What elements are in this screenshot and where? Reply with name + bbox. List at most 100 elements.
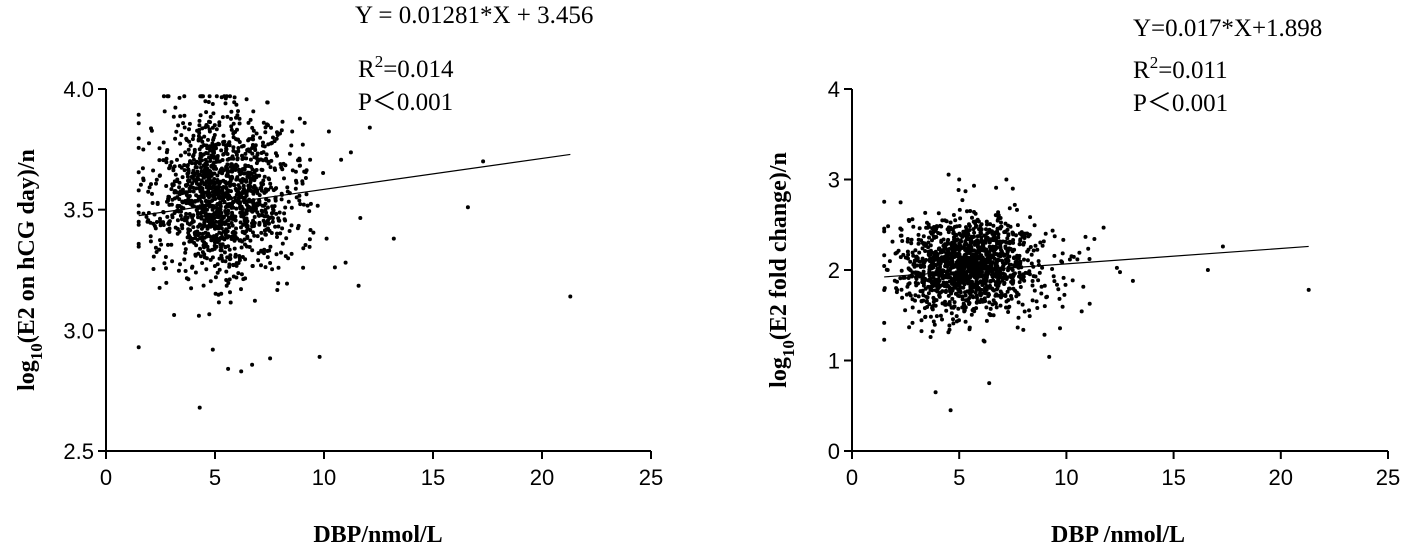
data-point bbox=[204, 179, 209, 184]
data-point bbox=[924, 294, 929, 299]
data-point bbox=[973, 290, 978, 295]
data-point bbox=[936, 277, 941, 282]
data-point bbox=[948, 252, 953, 257]
data-point bbox=[224, 210, 228, 215]
data-point bbox=[153, 245, 158, 250]
data-point bbox=[184, 136, 189, 141]
data-point bbox=[237, 121, 242, 126]
data-point bbox=[221, 152, 226, 156]
data-point bbox=[167, 220, 172, 224]
data-point bbox=[906, 218, 911, 222]
data-point bbox=[247, 175, 252, 180]
data-point bbox=[921, 260, 926, 265]
data-point bbox=[280, 241, 285, 246]
data-point bbox=[955, 264, 960, 269]
data-point bbox=[212, 166, 216, 170]
data-point bbox=[191, 225, 196, 230]
data-point bbox=[955, 237, 960, 242]
data-point bbox=[985, 235, 990, 240]
y-tick-label: 0 bbox=[828, 439, 840, 464]
data-point bbox=[984, 274, 989, 278]
data-point bbox=[187, 233, 191, 238]
data-point bbox=[147, 141, 151, 146]
data-point bbox=[287, 229, 292, 233]
data-point bbox=[212, 246, 217, 251]
data-point bbox=[222, 250, 227, 255]
data-point bbox=[183, 150, 188, 155]
data-point bbox=[244, 211, 249, 216]
data-point bbox=[302, 169, 307, 174]
data-point bbox=[164, 280, 169, 285]
data-point bbox=[910, 217, 915, 222]
data-point bbox=[225, 157, 230, 162]
data-point bbox=[272, 166, 277, 171]
data-point bbox=[936, 266, 941, 271]
data-point bbox=[191, 157, 196, 162]
data-point bbox=[187, 222, 192, 227]
data-point bbox=[231, 148, 236, 153]
data-point bbox=[1057, 296, 1062, 301]
data-point bbox=[1004, 277, 1009, 281]
data-point bbox=[964, 227, 969, 232]
data-point bbox=[240, 255, 245, 259]
chart-e2-on-hcg-day: 0 5 10 15 20 25 2.5 3.0 3.5 4.0 DBP/nmol/L log10… bbox=[14, 2, 663, 547]
data-point bbox=[239, 170, 244, 175]
data-point bbox=[917, 226, 922, 231]
data-point bbox=[957, 271, 962, 276]
data-point bbox=[215, 240, 220, 244]
data-point bbox=[228, 290, 232, 295]
data-point bbox=[226, 215, 231, 220]
data-point bbox=[991, 278, 996, 283]
data-point bbox=[182, 218, 187, 223]
data-point bbox=[206, 224, 210, 229]
data-point bbox=[919, 329, 924, 334]
data-point bbox=[1059, 259, 1064, 264]
data-point bbox=[173, 105, 178, 110]
data-point bbox=[269, 211, 274, 216]
data-point bbox=[181, 121, 186, 126]
data-point bbox=[224, 146, 229, 151]
data-point bbox=[199, 216, 204, 221]
data-point bbox=[934, 280, 939, 285]
data-point bbox=[257, 157, 262, 162]
regression-line bbox=[138, 153, 571, 217]
data-point bbox=[991, 223, 996, 228]
data-point bbox=[963, 241, 968, 246]
data-point bbox=[913, 275, 918, 280]
data-point bbox=[898, 276, 903, 281]
data-point bbox=[227, 262, 232, 267]
data-point bbox=[158, 223, 163, 228]
data-point bbox=[952, 304, 956, 309]
data-point bbox=[882, 226, 887, 231]
data-point bbox=[274, 252, 279, 257]
data-point bbox=[254, 131, 259, 136]
data-point bbox=[165, 214, 170, 219]
data-point bbox=[972, 309, 977, 314]
data-point bbox=[1052, 253, 1057, 258]
data-point bbox=[998, 273, 1003, 278]
data-point bbox=[324, 236, 329, 241]
data-point bbox=[167, 166, 172, 171]
data-point bbox=[265, 100, 270, 105]
data-point bbox=[157, 158, 162, 163]
data-point bbox=[1022, 257, 1026, 262]
data-point bbox=[932, 322, 937, 327]
data-point bbox=[1038, 240, 1043, 245]
data-point bbox=[200, 250, 205, 255]
data-point bbox=[1220, 244, 1225, 249]
data-point bbox=[263, 232, 268, 237]
data-point bbox=[890, 239, 895, 244]
data-point bbox=[224, 278, 229, 282]
data-point bbox=[1056, 287, 1061, 292]
data-point bbox=[136, 145, 141, 150]
data-point bbox=[968, 270, 973, 275]
data-point bbox=[215, 173, 220, 178]
data-point bbox=[200, 261, 205, 265]
data-point bbox=[169, 160, 174, 165]
data-point bbox=[892, 278, 897, 283]
data-point bbox=[204, 160, 209, 165]
data-point bbox=[972, 183, 976, 188]
data-point bbox=[204, 216, 209, 221]
data-point bbox=[996, 293, 1001, 298]
data-point bbox=[1071, 254, 1076, 259]
